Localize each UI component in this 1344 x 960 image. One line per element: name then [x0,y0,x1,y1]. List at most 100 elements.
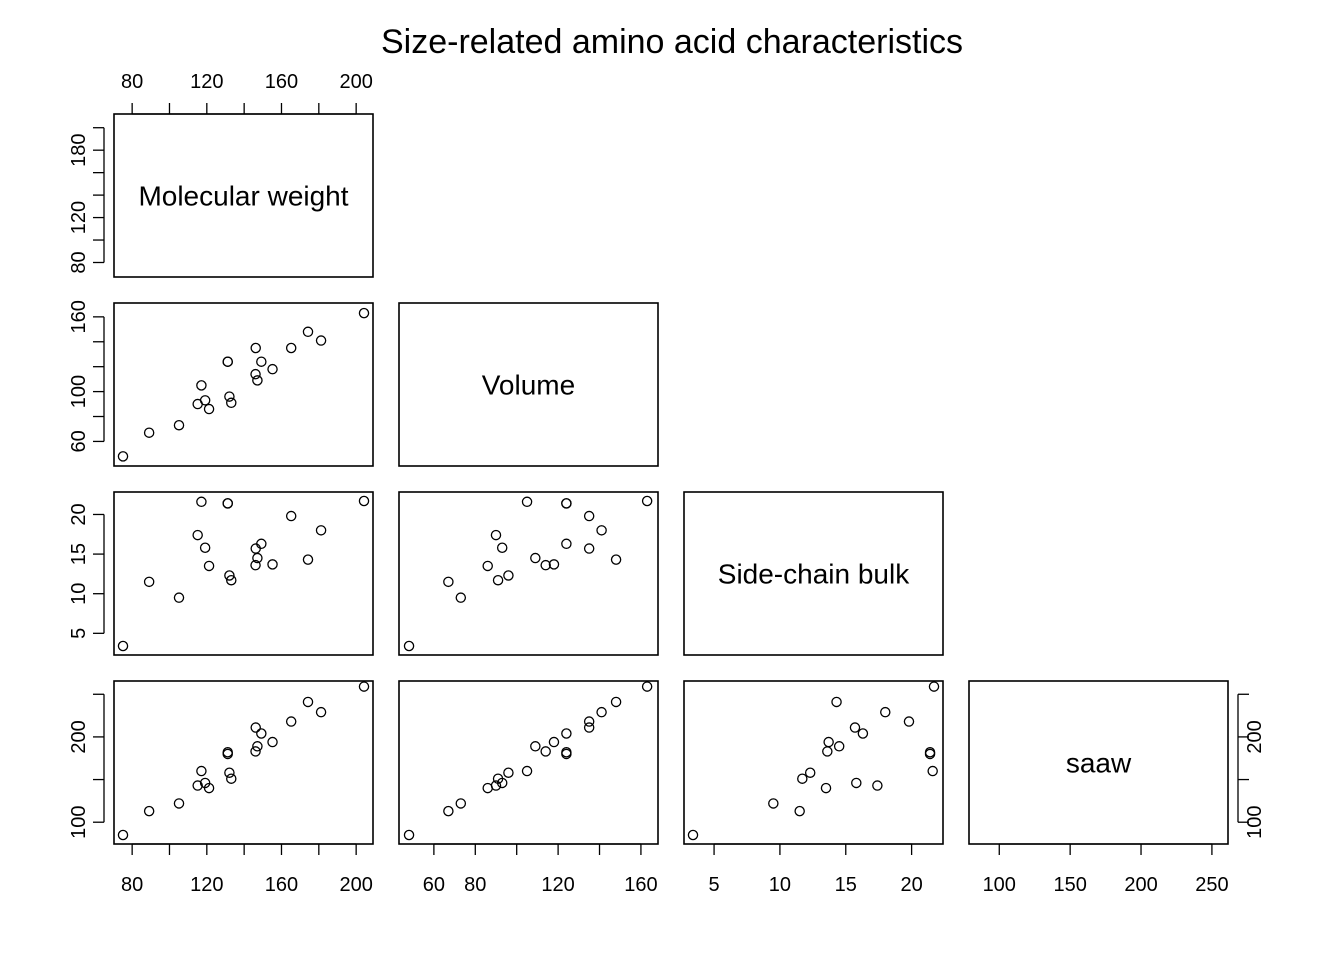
data-point-saaw-vs-volume [530,741,541,752]
data-point-side-chain-bulk-vs-volume [455,592,467,603]
y-tick-label-volume: 100 [68,375,90,408]
data-point-saaw-vs-volume [583,716,595,727]
data-point-saaw-vs-side-chain-bulk [927,765,938,777]
data-point-volume-vs-molecular-weight [285,342,297,354]
data-point-saaw-vs-side-chain-bulk [849,722,861,733]
data-point-saaw-vs-side-chain-bulk [820,782,832,794]
data-point-side-chain-bulk-vs-volume [443,576,454,588]
data-point-saaw-vs-volume [540,746,551,757]
data-point-saaw-vs-molecular-weight [192,780,203,791]
x-tick-label-saaw: 200 [1124,874,1157,896]
y-tick-label-saaw: 100 [68,806,90,839]
data-point-saaw-vs-side-chain-bulk [822,746,833,757]
y-tick-label-saaw: 200 [1244,720,1266,753]
y-tick-label-volume: 60 [68,430,90,452]
data-point-volume-vs-molecular-weight [196,380,207,391]
data-point-saaw-vs-molecular-weight [250,722,261,733]
data-point-saaw-vs-side-chain-bulk [857,728,869,739]
diagonal-label-side-chain-bulk: Side-chain bulk [718,559,910,590]
x-tick-label-molecular-weight: 200 [339,71,372,93]
data-point-saaw-vs-volume [610,696,622,708]
data-point-side-chain-bulk-vs-molecular-weight [199,542,211,553]
panel-frame-side-chain-bulk-vs-molecular-weight [113,491,374,656]
data-point-side-chain-bulk-vs-volume [521,496,533,508]
data-point-saaw-vs-volume [482,782,493,794]
data-point-saaw-vs-volume [548,736,560,748]
data-point-side-chain-bulk-vs-molecular-weight [196,496,207,508]
y-tick-label-volume: 160 [68,300,90,333]
data-point-saaw-vs-molecular-weight [203,782,215,794]
data-point-saaw-vs-molecular-weight [267,736,278,748]
data-point-side-chain-bulk-vs-volume [583,510,595,522]
data-point-saaw-vs-molecular-weight [226,773,237,784]
data-point-volume-vs-molecular-weight [358,307,370,319]
y-tick-label-side-chain-bulk: 15 [68,543,90,565]
data-point-saaw-vs-volume [583,722,595,733]
data-point-saaw-vs-side-chain-bulk [794,805,805,817]
data-point-saaw-vs-side-chain-bulk [924,747,936,758]
data-point-saaw-vs-side-chain-bulk [928,681,940,692]
x-tick-label-side-chain-bulk: 20 [900,874,922,896]
data-point-volume-vs-molecular-weight [226,397,237,409]
data-point-side-chain-bulk-vs-molecular-weight [267,559,278,570]
data-point-volume-vs-molecular-weight [199,395,211,406]
data-point-volume-vs-molecular-weight [222,356,233,367]
data-point-side-chain-bulk-vs-molecular-weight [143,576,155,588]
matrix-panels: Molecular weight Volume Side-chain bulk saa… [68,71,1266,896]
x-tick-label-volume: 60 [423,874,445,896]
data-point-saaw-vs-volume [443,805,454,817]
data-point-side-chain-bulk-vs-molecular-weight [250,543,261,554]
data-point-saaw-vs-volume [596,706,607,718]
data-point-side-chain-bulk-vs-volume [496,542,508,553]
x-tick-label-side-chain-bulk: 15 [835,874,857,896]
panel-frame-volume-vs-molecular-weight [113,302,374,467]
data-point-saaw-vs-volume [641,681,653,692]
data-point-saaw-vs-molecular-weight [222,747,233,758]
data-point-saaw-vs-molecular-weight [196,765,207,777]
chart-title: Size-related amino acid characteristics [381,23,963,61]
x-tick-label-molecular-weight: 200 [339,874,372,896]
data-point-saaw-vs-molecular-weight [252,741,263,752]
panel-frame-side-chain-bulk-vs-volume [398,491,659,656]
data-point-volume-vs-molecular-weight [315,335,327,346]
data-point-side-chain-bulk-vs-molecular-weight [173,592,185,603]
data-point-side-chain-bulk-vs-molecular-weight [285,510,297,522]
x-tick-label-molecular-weight: 160 [265,874,298,896]
data-point-side-chain-bulk-vs-molecular-weight [256,538,267,550]
data-point-saaw-vs-molecular-weight [143,805,155,817]
x-tick-label-saaw: 150 [1053,874,1086,896]
data-point-volume-vs-molecular-weight [302,326,314,338]
x-tick-label-volume: 120 [541,874,574,896]
data-point-saaw-vs-side-chain-bulk [872,780,883,791]
data-point-side-chain-bulk-vs-volume [403,640,415,652]
data-point-side-chain-bulk-vs-volume [503,570,514,581]
y-tick-label-side-chain-bulk: 20 [68,503,90,525]
data-point-side-chain-bulk-vs-volume [561,538,572,550]
panel-frame-side-chain-bulk-vs-side-chain-bulk [683,491,944,656]
y-tick-label-molecular-weight: 80 [68,251,90,273]
data-point-saaw-vs-volume [521,765,533,777]
x-tick-label-molecular-weight: 160 [265,71,298,93]
data-point-side-chain-bulk-vs-volume [548,559,560,570]
y-tick-label-saaw: 200 [68,720,90,753]
data-point-side-chain-bulk-vs-molecular-weight [224,570,235,581]
x-tick-label-molecular-weight: 120 [190,874,223,896]
data-point-saaw-vs-side-chain-bulk [880,706,891,718]
x-tick-label-molecular-weight: 80 [121,874,143,896]
data-point-side-chain-bulk-vs-volume [540,559,551,571]
data-point-side-chain-bulk-vs-molecular-weight [358,495,370,507]
data-point-side-chain-bulk-vs-volume [610,554,622,565]
data-point-side-chain-bulk-vs-molecular-weight [315,525,327,536]
data-point-volume-vs-molecular-weight [117,451,129,462]
data-point-saaw-vs-volume [455,798,467,809]
data-point-volume-vs-molecular-weight [252,375,263,386]
data-point-saaw-vs-molecular-weight [250,746,261,757]
data-point-volume-vs-molecular-weight [250,342,261,354]
y-tick-label-side-chain-bulk: 5 [68,628,90,639]
x-tick-label-side-chain-bulk: 5 [709,874,720,896]
data-point-saaw-vs-molecular-weight [173,798,185,809]
data-point-volume-vs-molecular-weight [250,368,261,380]
data-point-saaw-vs-side-chain-bulk [833,741,845,752]
data-point-side-chain-bulk-vs-volume [596,525,607,536]
data-point-saaw-vs-molecular-weight [256,728,267,739]
